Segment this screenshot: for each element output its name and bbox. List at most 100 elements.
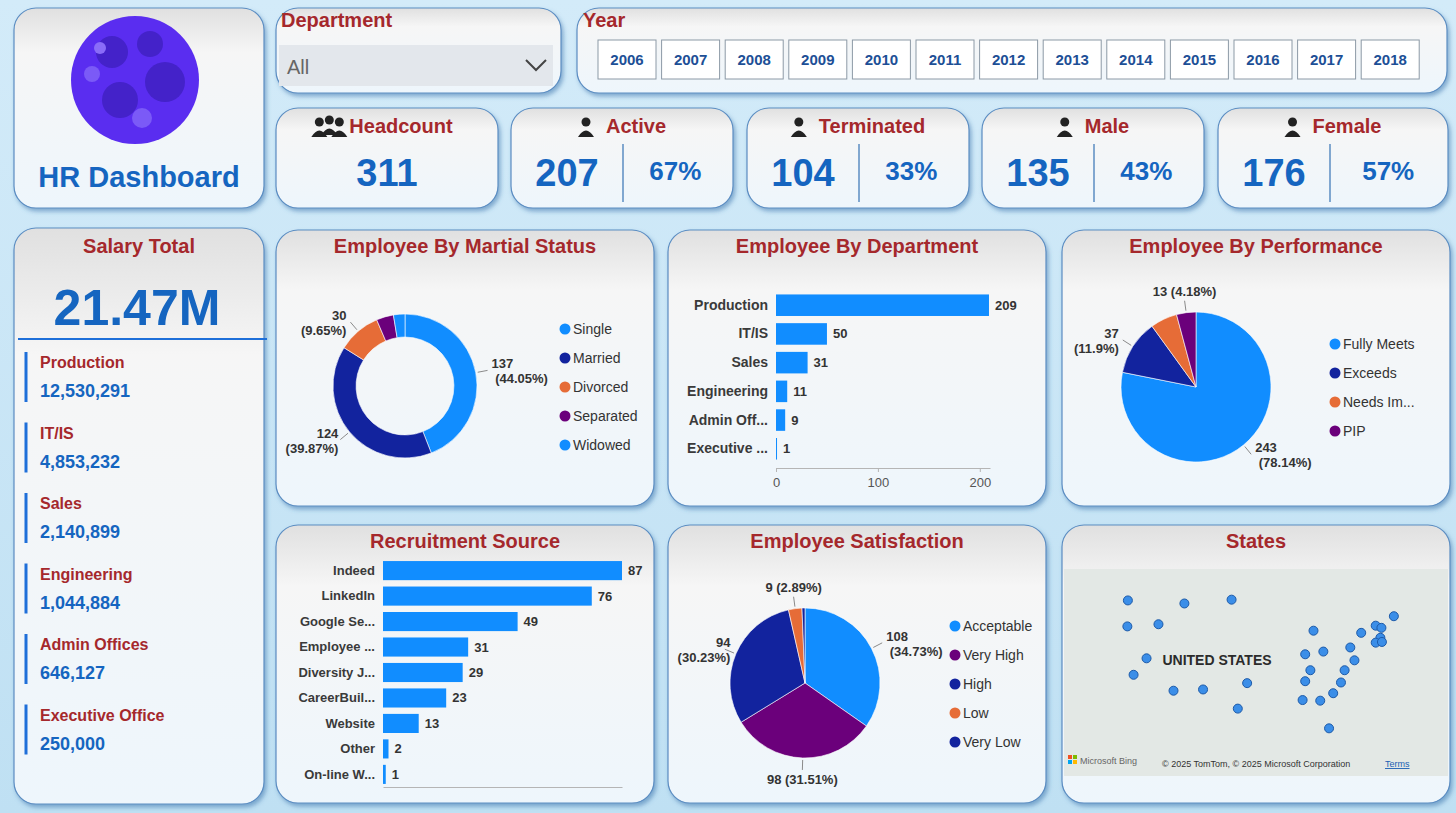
year-button[interactable] [1298,40,1356,79]
data-label: 9 [791,413,798,428]
data-label: 11 [793,384,807,399]
x-tick: 200 [969,468,991,490]
data-label: 87 [628,563,642,578]
map-terms-link[interactable]: Terms [1385,759,1410,769]
icon-body [331,131,347,138]
bar [383,739,388,758]
y-tick-label: LinkedIn [322,588,376,603]
kpi-title: Active [606,115,666,137]
y-tick-label: Indeed [333,563,375,578]
bar [383,714,419,733]
kpi-value: 311 [356,152,417,194]
year-button-label[interactable]: 2010 [865,51,898,68]
slice [405,314,477,453]
year-button-label[interactable]: 2007 [674,51,707,68]
map-point [1123,622,1132,631]
bar [383,637,468,656]
dropdown-chevron[interactable] [526,60,546,70]
y-tick-label: On-line W... [304,767,375,782]
legend-label: Widowed [573,437,631,453]
data-label: 37 (11.9%) [1070,326,1118,356]
y-tick: Indeed [333,563,375,578]
year-button[interactable] [916,40,974,79]
data-label: 2 [394,741,401,756]
bar [776,352,808,374]
icon [1285,118,1301,138]
year-button[interactable] [1234,40,1292,79]
legend-marker [950,708,961,719]
x-axis-line [777,468,991,469]
year-button[interactable] [1043,40,1101,79]
chart-panel [1062,230,1450,506]
year-button[interactable] [598,40,656,79]
y-tick-label: Employee ... [299,639,375,654]
map-attribution: © 2025 TomTom, © 2025 Microsoft Corporat… [1162,759,1350,769]
map-label: UNITED STATES [1162,652,1271,668]
year-button-label[interactable]: 2013 [1056,51,1089,68]
y-tick-label: Executive ... [687,440,768,456]
year-button[interactable] [1361,40,1419,79]
salary-amount: 2,140,899 [40,522,120,542]
leader-line [1185,301,1186,311]
leader-line [873,643,882,648]
salary-amount: 1,044,884 [40,593,120,613]
year-button[interactable] [725,40,783,79]
y-tick-label: Sales [731,354,768,370]
bar [383,765,386,784]
x-tick-label: 100 [868,475,890,490]
x-tick: 100 [868,468,890,490]
year-button-label[interactable]: 2006 [610,51,643,68]
x-tick-label: 0 [773,475,780,490]
kpi-percent: 43% [1120,156,1172,186]
legend-label: PIP [1343,423,1366,439]
map-point [1377,623,1386,632]
pie [730,608,880,758]
year-button[interactable] [1107,40,1165,79]
map-point [1227,595,1236,604]
legend-marker [1330,339,1341,350]
year-button-label[interactable]: 2018 [1374,51,1407,68]
data-label: 124 (39.87%) [282,426,339,456]
year-button-label[interactable]: 2008 [738,51,771,68]
year-button-label[interactable]: 2011 [929,51,962,68]
kpi-percent: 57% [1362,156,1414,186]
salary-department: Sales [40,495,82,512]
year-button-label[interactable]: 2012 [992,51,1025,68]
map-point [1169,686,1178,695]
year-button[interactable] [662,40,720,79]
data-label: 1 [783,441,790,456]
dropdown[interactable] [279,45,553,86]
chart-title: Recruitment Source [370,530,560,552]
y-tick-label: CareerBuil... [298,690,375,705]
panel-title: Salary Total [83,235,195,257]
department-filter-panel [276,8,561,93]
kpi-percent: 67% [649,156,701,186]
legend-marker [950,679,961,690]
logo-crater [145,62,185,102]
chart-panel [668,230,1046,506]
dropdown-value[interactable]: All [287,56,309,78]
pie [333,314,477,458]
year-button-label[interactable]: 2014 [1119,51,1153,68]
y-tick: Executive ... [687,440,768,456]
year-button[interactable] [852,40,910,79]
icon-body [1057,131,1073,138]
year-button[interactable] [1170,40,1228,79]
legend-marker [560,411,571,422]
kpi-divider [1093,144,1095,202]
data-label: 31 [474,640,488,655]
legend-marker [950,737,961,748]
map-point [1306,666,1315,675]
year-button-label[interactable]: 2009 [801,51,834,68]
year-button[interactable] [789,40,847,79]
map-point [1377,637,1386,646]
provider-logo-square [1068,755,1072,759]
year-button-label[interactable]: 2015 [1183,51,1216,68]
year-button[interactable] [980,40,1038,79]
dashboard: HR DashboardDepartmentAllYear20062007200… [0,0,1456,813]
plot-area [383,561,622,784]
map-point [1298,696,1307,705]
year-button-label[interactable]: 2017 [1310,51,1343,68]
year-button-label[interactable]: 2016 [1246,51,1279,68]
data-label: 49 [524,614,538,629]
